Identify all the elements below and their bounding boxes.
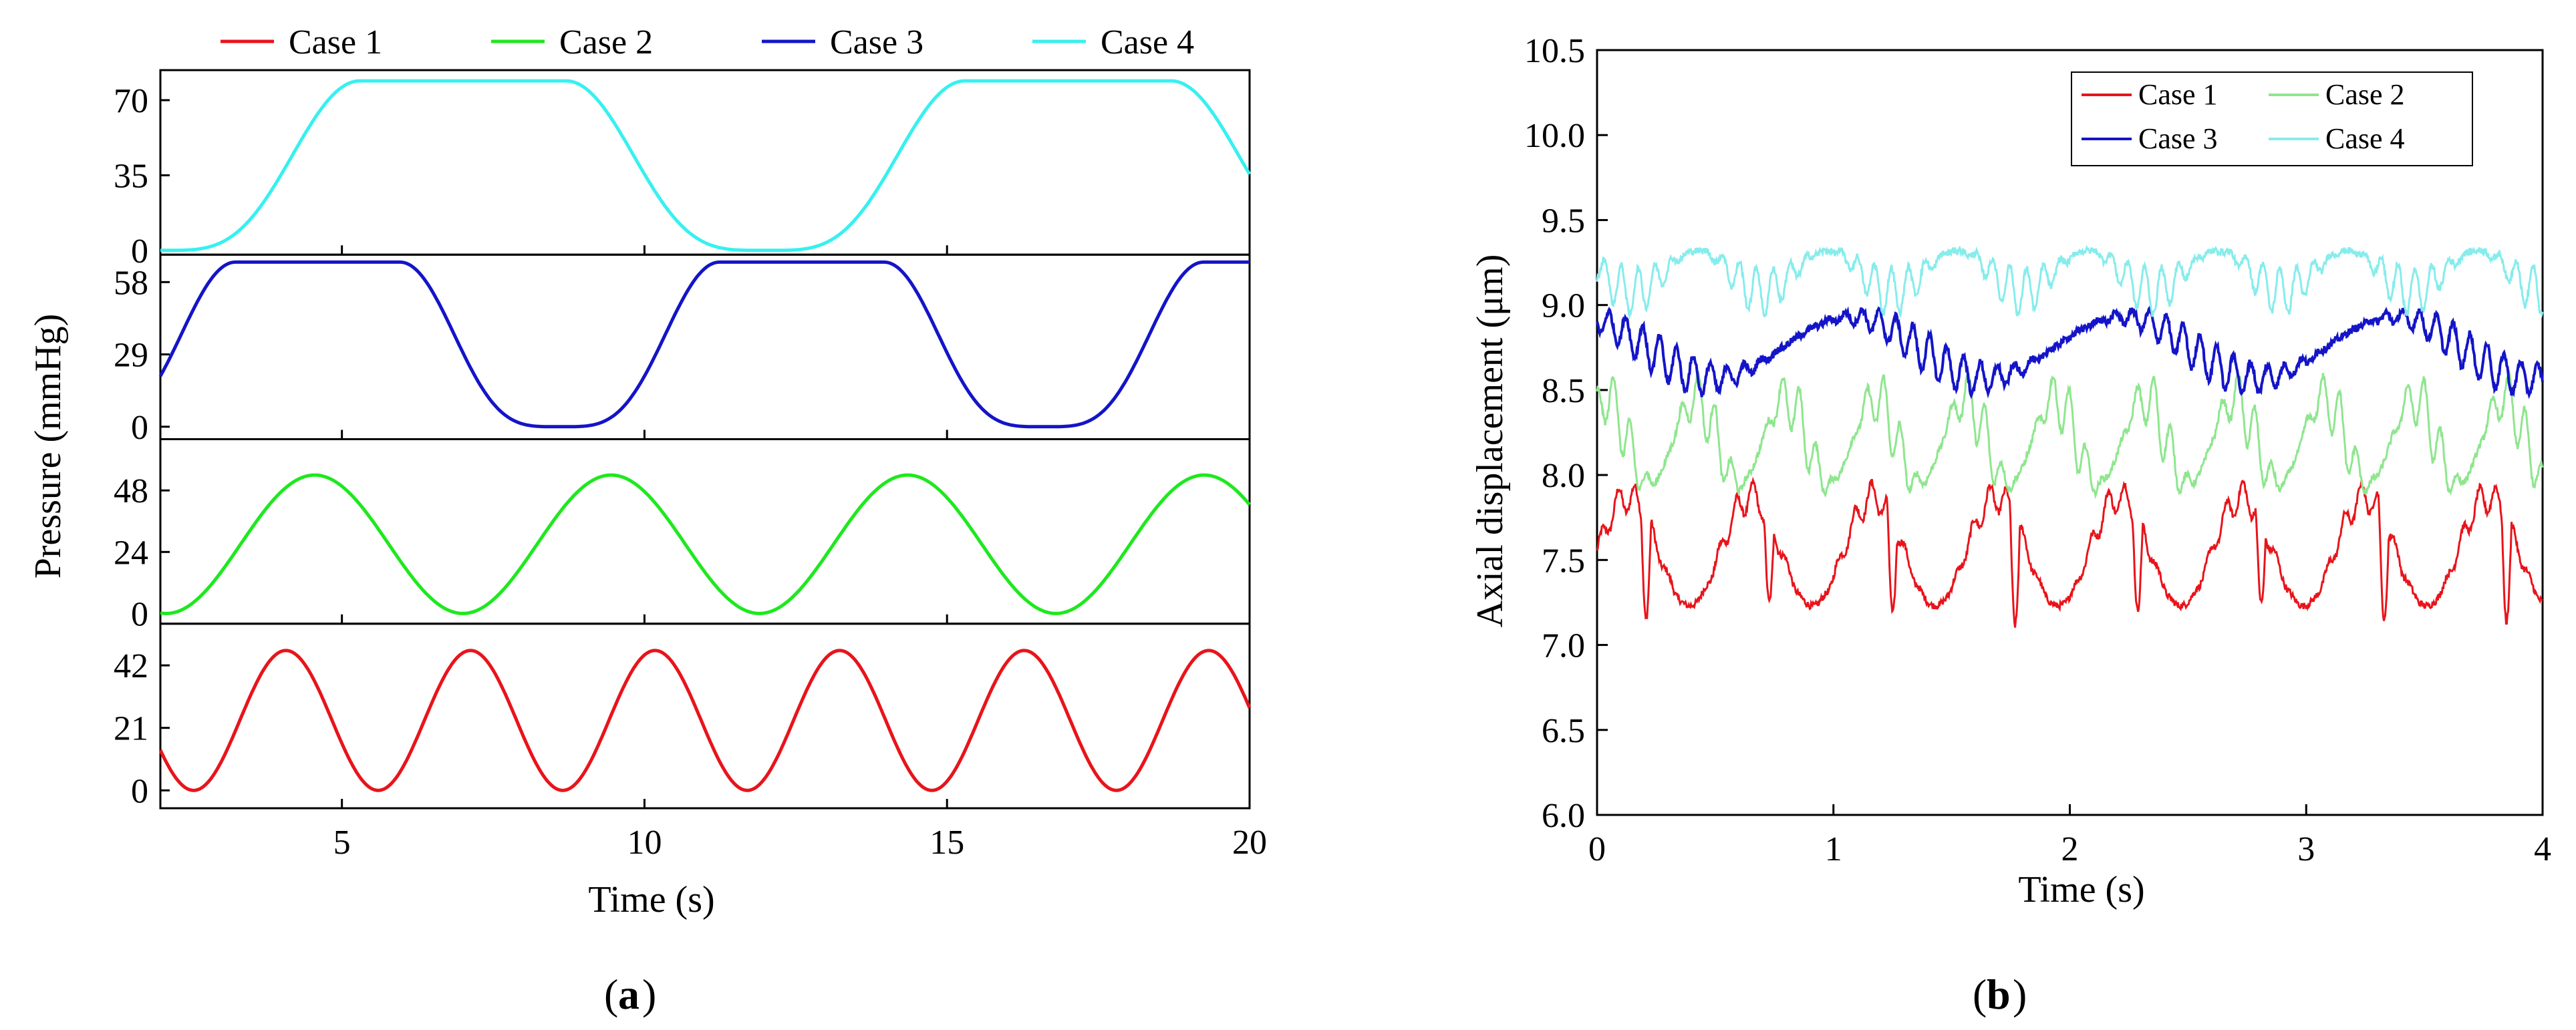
chart-b-y-axis-title: Axial displacement (μm) (1469, 254, 1511, 628)
chart-b-xtick-label: 3 (2297, 830, 2315, 868)
svg-text:(: ( (604, 971, 618, 1018)
chart-b-xtick-label: 0 (1588, 830, 1606, 868)
chart-b-series-case1-line (1596, 476, 2543, 628)
chart-b: 6.0 6.5 7.0 7.5 8.0 8.5 9.0 9.5 10.0 10.5 0 1 2 3 4 Cas… (1524, 32, 2551, 868)
chart-a-x-axis-title: Time (s) (588, 879, 714, 920)
chart-a-subplot-frame (159, 69, 1251, 256)
legend-a-case1-label: Case 1 (289, 23, 382, 61)
panel-label-a: ( a ) (604, 971, 656, 1018)
chart-b-xtick-label: 2 (2061, 830, 2079, 868)
chart-b-ytick-label: 7.5 (1542, 542, 1585, 580)
chart-b-x-axis-title: Time (s) (2018, 869, 2144, 910)
panel-label-b: ( b ) (1973, 971, 2027, 1018)
chart-a-ytick-label: 21 (114, 710, 148, 748)
panel-label-a-letter: a (618, 971, 639, 1018)
chart-b-series-case4-line (1596, 244, 2544, 320)
chart-a-ytick-label: 0 (131, 232, 148, 271)
chart-a-ytick-label: 42 (114, 647, 148, 685)
chart-b-ytick-label: 7.0 (1542, 627, 1585, 665)
legend-b-label: Case 3 (2138, 122, 2218, 155)
chart-b-ytick-label: 8.5 (1542, 372, 1585, 410)
chart-a-ytick-label: 0 (131, 595, 148, 633)
chart-b-ytick-label: 9.0 (1542, 287, 1585, 325)
chart-a-series-case2-line (160, 473, 1251, 615)
svg-text:): ) (2013, 971, 2027, 1018)
chart-a-xtick-label: 15 (929, 824, 964, 862)
chart-b-ytick-label: 10.0 (1524, 117, 1585, 155)
chart-a-subplot-case4: 0 35 70 (114, 69, 1252, 271)
legend-b-label: Case 1 (2138, 78, 2218, 111)
chart-a-series-case3-line (158, 260, 1250, 429)
legend-a-case3-label: Case 3 (830, 23, 923, 61)
chart-b-ytick-label: 6.0 (1542, 797, 1585, 835)
legend-b-label: Case 2 (2325, 78, 2405, 111)
chart-a-subplot-case1: 0 21 42 (114, 623, 1252, 810)
chart-a-xtick-label: 10 (627, 824, 662, 862)
chart-a-ytick-label: 24 (114, 534, 148, 572)
chart-a-y-axis-title: Pressure (mmHg) (27, 314, 69, 579)
chart-a-series-case4-line (160, 79, 1252, 252)
chart-b-xtick-label: 1 (1825, 830, 1842, 868)
chart-b-series-case2-line (1596, 370, 2544, 500)
chart-a-series-case1-line (158, 649, 1252, 792)
chart-a-ytick-label: 58 (114, 264, 148, 302)
legend-a-case2-label: Case 2 (559, 23, 653, 61)
chart-b-series-case3-line (1596, 305, 2544, 399)
chart-a-subplot-frame (159, 253, 1251, 440)
chart-a-ytick-label: 29 (114, 337, 148, 375)
chart-a-ytick-label: 0 (131, 772, 148, 810)
svg-text:): ) (642, 971, 656, 1018)
chart-a-ytick-label: 0 (131, 409, 148, 447)
chart-a-xtick-label: 5 (333, 824, 351, 862)
panel-label-b-letter: b (1987, 971, 2011, 1018)
legend-a-case4-label: Case 4 (1101, 23, 1194, 61)
svg-text:(: ( (1973, 971, 1987, 1018)
legend-a: Case 1 Case 2 Case 3 Case 4 (221, 23, 1194, 61)
chart-a-xtick-label: 20 (1232, 824, 1267, 862)
chart-b-ytick-label: 9.5 (1542, 202, 1585, 240)
legend-b-label: Case 4 (2325, 122, 2405, 155)
chart-a-ytick-label: 35 (114, 157, 148, 195)
legend-b: Case 1 Case 2 Case 3 Case 4 (2071, 71, 2473, 166)
chart-b-xtick-label: 4 (2534, 830, 2551, 868)
chart-a-subplot-case2: 0 24 48 (114, 438, 1251, 633)
chart-b-ytick-label: 8.0 (1542, 457, 1585, 495)
chart-b-ytick-label: 10.5 (1524, 32, 1585, 70)
chart-a-subplot-frame (159, 438, 1251, 625)
chart-b-ytick-label: 6.5 (1542, 712, 1585, 750)
legend-b-box (2071, 71, 2473, 166)
chart-a-subplot-case3: 0 29 58 (114, 253, 1251, 447)
chart-a-ytick-label: 48 (114, 472, 148, 510)
chart-a-ytick-label: 70 (114, 82, 148, 120)
chart-a-subplot-frame (159, 623, 1251, 810)
